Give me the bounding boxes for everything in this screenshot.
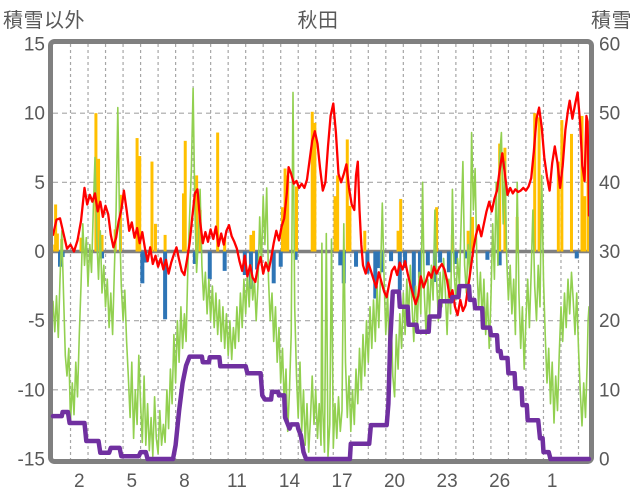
orange-bar: [560, 120, 564, 252]
orange-bar: [435, 207, 439, 252]
blue-bar: [397, 251, 402, 291]
x-tick-label: 1: [547, 471, 558, 492]
blue-bar: [375, 251, 380, 269]
x-tick-label: 5: [127, 471, 138, 492]
orange-bar: [294, 186, 298, 252]
purple-snow-depth-line: [50, 283, 592, 462]
orange-bar: [363, 230, 367, 252]
orange-bar: [286, 175, 290, 252]
orange-bar: [163, 234, 167, 252]
x-tick-label: 2: [74, 471, 85, 492]
orange-bar: [336, 175, 340, 252]
y-right-tick-label: 60: [599, 35, 620, 56]
orange-bar: [183, 140, 187, 252]
blue-bar: [373, 251, 378, 299]
orange-bar: [195, 175, 199, 252]
orange-bar: [55, 233, 59, 252]
blue-bar: [207, 251, 212, 280]
blue-bar: [222, 251, 227, 271]
x-tick-label: 20: [384, 471, 405, 492]
blue-bar: [438, 251, 443, 263]
blue-bar: [255, 251, 260, 270]
y-right-tick-label: 20: [599, 311, 620, 332]
blue-bar: [425, 251, 430, 266]
orange-bar: [399, 198, 403, 252]
blue-bar: [497, 251, 502, 266]
y-right-tick-label: 40: [599, 173, 620, 194]
orange-bar: [79, 237, 83, 252]
orange-bar: [396, 230, 400, 252]
y-right-tick-label: 50: [599, 104, 620, 125]
blue-bar: [140, 251, 145, 284]
orange-bar: [569, 133, 573, 252]
blue-bar: [380, 251, 385, 273]
orange-bar: [348, 205, 352, 252]
orange-bar: [181, 193, 185, 252]
blue-bar: [278, 251, 283, 267]
orange-bar: [310, 111, 314, 252]
orange-bar: [150, 161, 154, 252]
right-axis-title: 積雪: [591, 10, 632, 32]
x-tick-label: 26: [489, 471, 510, 492]
green-line: [52, 87, 590, 458]
blue-bar: [485, 251, 490, 260]
orange-bar: [580, 115, 584, 252]
y-right-tick-label: 0: [599, 450, 610, 471]
orange-bar: [216, 132, 220, 252]
y-left-tick-label: -10: [18, 380, 45, 401]
blue-bar: [411, 251, 416, 296]
orange-bar: [466, 230, 470, 252]
y-right-tick-label: 10: [599, 380, 620, 401]
blue-bar: [417, 251, 422, 278]
y-left-tick-label: -5: [28, 311, 45, 332]
blue-bar: [389, 251, 394, 262]
y-left-tick-label: -15: [18, 450, 45, 471]
orange-bar: [100, 234, 104, 252]
orange-bar: [533, 113, 537, 252]
blue-bar: [574, 251, 579, 259]
blue-bar: [142, 251, 147, 263]
x-tick-label: 17: [331, 471, 352, 492]
blue-bar: [271, 251, 276, 284]
orange-bar: [118, 194, 122, 252]
red-line: [51, 91, 591, 317]
plot-border: [48, 39, 594, 464]
x-tick-label: 11: [227, 471, 247, 492]
orange-bar: [135, 138, 139, 252]
orange-bar: [583, 196, 587, 252]
orange-bar: [280, 207, 284, 252]
blue-bar: [464, 251, 469, 259]
orange-bar: [345, 139, 349, 252]
orange-bar: [471, 216, 475, 252]
blue-bar: [446, 251, 451, 273]
orange-bar: [556, 161, 560, 252]
orange-bar: [138, 156, 142, 252]
blue-bar: [293, 251, 298, 260]
blue-bar: [163, 251, 168, 320]
blue-bar: [192, 251, 197, 264]
y-left-tick-label: 10: [24, 104, 45, 125]
orange-bar: [153, 223, 157, 252]
orange-bar: [537, 117, 541, 252]
blue-bar: [403, 251, 408, 269]
orange-bar: [313, 122, 317, 252]
x-tick-label: 14: [279, 471, 301, 492]
x-tick-label: 8: [179, 471, 190, 492]
blue-bar: [354, 251, 359, 267]
y-left-tick-label: 5: [34, 173, 45, 194]
chart-title: 秋田: [297, 10, 339, 32]
y-right-tick-label: 30: [599, 242, 620, 263]
blue-bar: [338, 251, 343, 266]
left-axis-title: 積雪以外: [3, 10, 85, 32]
y-left-tick-label: 15: [24, 35, 45, 56]
x-tick-label: 23: [437, 471, 458, 492]
orange-bar: [252, 230, 256, 252]
blue-bar: [100, 251, 105, 259]
blue-bar: [453, 251, 458, 264]
orange-bar: [249, 234, 253, 252]
y-left-tick-label: 0: [34, 242, 45, 263]
orange-bar: [333, 196, 337, 252]
